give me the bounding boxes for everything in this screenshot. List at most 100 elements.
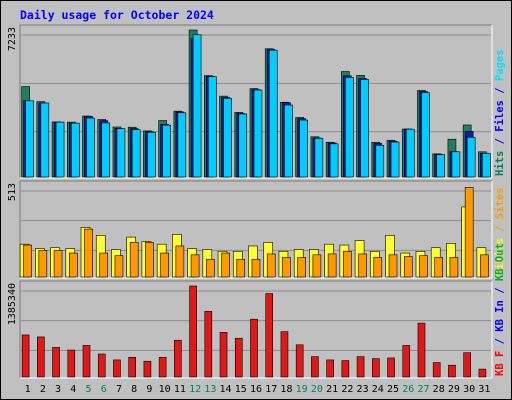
bar-pages <box>421 92 430 178</box>
bar-kb-f <box>67 349 76 378</box>
bar-kb-f <box>189 285 197 378</box>
bar-pages <box>131 129 141 178</box>
bar-sites <box>434 257 444 278</box>
bar-sites <box>266 253 276 278</box>
x-tick-label: 6 <box>101 384 107 395</box>
x-tick-label: 26 <box>402 384 414 395</box>
legend: Hits / Files / Pages <box>494 50 506 176</box>
bar-kb-f <box>128 356 136 378</box>
legend-entry: Pages <box>494 50 506 82</box>
bar-kb-f <box>356 356 365 378</box>
bar-pages <box>375 144 385 178</box>
panel-bottom: 1385340 KB F / KB In / KB Out <box>7 243 506 379</box>
x-tick-label: 9 <box>146 384 152 395</box>
bar-kb-f <box>52 347 60 378</box>
legend-entry: Files <box>494 100 506 132</box>
bar-pages <box>55 121 65 178</box>
bar-sites <box>145 242 154 278</box>
bar-pages <box>390 141 400 178</box>
bar-sites <box>38 250 48 278</box>
bar-sites <box>221 252 230 278</box>
legend-entry: KB In <box>494 300 506 332</box>
bar-kb-f <box>417 322 426 378</box>
x-tick-label: 27 <box>417 384 429 395</box>
x-tick-label: 21 <box>326 384 338 395</box>
bar-sites <box>23 244 32 278</box>
bar-kb-f <box>174 339 182 378</box>
legend-entry: / <box>494 81 506 100</box>
bar-sites <box>358 253 367 278</box>
bar-kb-f <box>372 358 380 378</box>
bar-sites <box>282 257 291 278</box>
bar-pages <box>314 138 324 178</box>
bar-pages <box>101 122 111 178</box>
bar-kb-f <box>295 344 304 378</box>
x-tick-label: 19 <box>296 384 308 395</box>
bar-pages <box>345 77 354 178</box>
bar-pages <box>451 151 461 178</box>
bar-sites <box>327 253 337 278</box>
x-tick-label: 3 <box>55 384 61 395</box>
bar-pages <box>360 79 369 178</box>
x-tick-label: 8 <box>131 384 137 395</box>
bar-sites <box>206 258 215 278</box>
x-tick-label: 2 <box>40 384 46 395</box>
bar-pages <box>147 131 156 178</box>
bar-sites <box>160 252 169 278</box>
bar-sites <box>129 242 139 278</box>
x-tick-label: 25 <box>387 384 399 395</box>
bar-kb-f <box>250 318 258 378</box>
bar-kb-f <box>311 356 319 378</box>
bar-pages <box>208 76 217 178</box>
bar-pages <box>284 104 293 178</box>
bar-kb-f <box>463 352 471 378</box>
bar-pages <box>405 128 415 178</box>
bar-pages <box>436 154 446 178</box>
x-tick-label: 15 <box>235 384 247 395</box>
bar-kb-f <box>265 293 274 378</box>
bar-pages <box>329 143 339 178</box>
bar-sites <box>464 187 474 278</box>
y-max-label: 7233 <box>7 27 18 51</box>
bar-kb-f <box>341 360 350 378</box>
bar-sites <box>480 254 489 278</box>
panel-top: 7233 Hits / Files / Pages <box>7 24 506 179</box>
x-tick-label: 18 <box>280 384 292 395</box>
bar-pages <box>25 100 34 178</box>
x-tick-label: 4 <box>70 384 76 395</box>
x-tick-label: 22 <box>341 384 353 395</box>
chart-title: Daily usage for October 2024 <box>20 8 214 22</box>
bar-sites <box>373 257 383 278</box>
bar-sites <box>419 255 428 278</box>
legend: Visits / Sites <box>494 187 506 276</box>
bar-kb-f <box>402 345 411 378</box>
x-tick-label: 11 <box>174 384 186 395</box>
bar-sites <box>84 228 93 278</box>
bar-pages <box>86 117 95 178</box>
bar-sites <box>68 252 78 278</box>
bar-kb-f <box>326 359 334 378</box>
bar-kb-f <box>97 353 106 378</box>
bar-sites <box>403 256 413 278</box>
panel-middle: 513 Visits / Sites <box>7 180 506 279</box>
bar-kb-f <box>113 359 121 378</box>
legend-entry: / <box>494 281 506 300</box>
x-tick-label: 28 <box>433 384 445 395</box>
y-max-label: 513 <box>7 183 18 201</box>
bar-kb-f <box>143 360 152 378</box>
legend: KB F / KB In / KB Out <box>494 243 506 376</box>
x-tick-label: 16 <box>250 384 262 395</box>
bar-sites <box>175 245 185 278</box>
bar-sites <box>388 254 398 278</box>
x-tick-label: 5 <box>86 384 92 395</box>
x-tick-label: 14 <box>220 384 232 395</box>
bar-pages <box>40 102 50 178</box>
bar-kb-f <box>158 356 167 378</box>
bar-pages <box>253 89 263 178</box>
bar-sites <box>190 254 200 278</box>
legend-entry: / <box>494 132 506 151</box>
bar-kb-f <box>432 362 441 378</box>
bar-sites <box>297 257 306 278</box>
bar-kb-f <box>387 357 395 378</box>
legend-entry: KB F <box>494 351 506 376</box>
